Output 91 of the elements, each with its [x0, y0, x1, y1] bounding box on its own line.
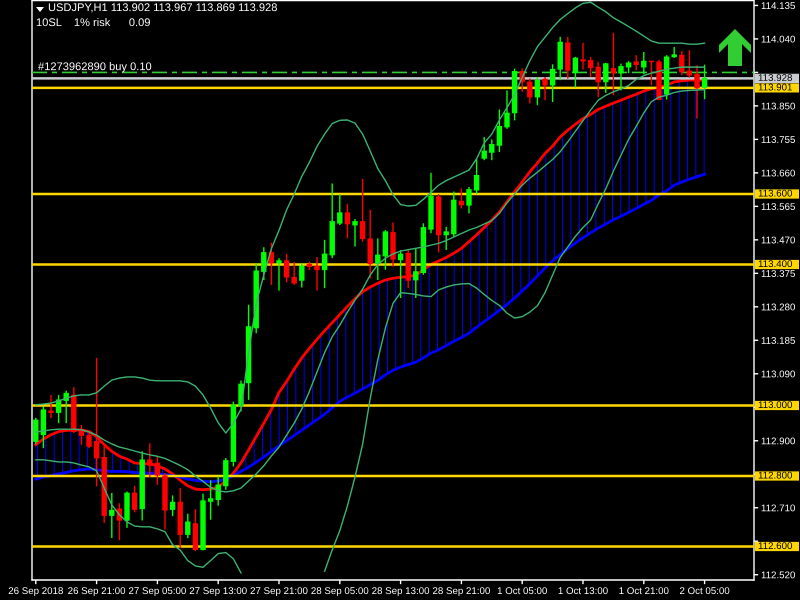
y-tick-label: 113.185: [762, 337, 795, 344]
candlestick: [94, 357, 100, 487]
candlestick: [588, 56, 594, 78]
line-series: [35, 2, 706, 434]
candlestick: [360, 178, 366, 242]
candlestick: [633, 54, 639, 71]
candlestick: [344, 203, 350, 240]
ref-line-label: 112.800: [758, 472, 792, 479]
candlestick: [610, 32, 616, 96]
y-tick-label: 113.470: [762, 236, 795, 244]
x-tick-label: 28 Sep 05:00: [311, 587, 368, 596]
ref-line-label: #1273962890 buy 0.10: [38, 62, 152, 72]
candlestick: [78, 424, 84, 446]
ref-line-label: 113.400: [758, 260, 792, 268]
candlestick: [595, 61, 601, 98]
y-tick-label: 112.710: [762, 504, 795, 512]
candlestick: [550, 64, 556, 103]
candlestick: [534, 76, 540, 106]
candlestick: [398, 249, 404, 299]
candlestick: [679, 50, 685, 76]
y-tick-label: 114.040: [762, 36, 795, 43]
candlestick: [352, 218, 358, 248]
candlestick: [527, 78, 533, 104]
candlestick: [375, 238, 381, 281]
x-tick-label: 28 Sep 13:00: [372, 587, 430, 596]
y-tick-label: 114.135: [762, 2, 795, 10]
candlestick: [154, 455, 160, 486]
x-tick-label: 27 Sep 05:00: [128, 587, 186, 596]
x-tick-label: 28 Sep 21:00: [432, 587, 490, 596]
candlestick: [489, 138, 495, 161]
candlestick: [86, 432, 92, 449]
candlestick: [132, 485, 138, 514]
annotation: 10SL 1% risk 0.09: [36, 18, 150, 26]
y-tick-label: 113.280: [762, 304, 795, 310]
y-tick-label: 113.660: [762, 170, 795, 176]
y-tick-label: 113.850: [762, 102, 795, 110]
candlestick: [147, 442, 153, 478]
x-tick-label: 27 Sep 13:00: [190, 587, 247, 596]
x-tick-label: 1 Oct 13:00: [558, 587, 608, 594]
candlestick: [337, 193, 343, 226]
candlestick: [284, 253, 290, 284]
y-tick-label: 113.090: [762, 370, 795, 378]
candlestick: [686, 50, 692, 78]
candlestick: [170, 494, 176, 517]
y-tick-label: 112.520: [762, 571, 795, 578]
ref-line-label: 113.000: [758, 401, 792, 408]
x-tick-label: 1 Oct 21:00: [619, 587, 669, 594]
candlestick: [496, 108, 502, 153]
x-tick-label: 2 Oct 05:00: [680, 587, 730, 594]
candlestick: [641, 51, 647, 75]
candlestick: [618, 62, 624, 92]
chart-title: USDJPY,H1 113.902 113.967 113.869 113.928: [48, 3, 277, 12]
candlestick: [109, 492, 115, 539]
candlestick: [208, 480, 214, 520]
candlestick: [580, 42, 586, 70]
candlestick: [314, 256, 320, 292]
candlestick: [215, 476, 221, 506]
candlestick: [458, 188, 464, 210]
candlestick: [261, 246, 267, 281]
candlestick: [504, 90, 510, 130]
candlestick: [33, 417, 39, 445]
candlestick: [626, 60, 632, 74]
candlestick: [474, 158, 480, 195]
y-tick-label: 113.565: [762, 203, 795, 210]
y-tick-label: 113.375: [762, 270, 795, 277]
candlestick: [603, 62, 609, 94]
candlestick: [276, 257, 282, 292]
x-tick-label: 27 Sep 21:00: [250, 587, 308, 596]
candlestick: [185, 513, 191, 539]
candlestick: [466, 186, 472, 214]
candlestick: [671, 46, 677, 59]
candlestick: [572, 56, 578, 88]
y-tick-label: 113.755: [762, 136, 795, 143]
ref-line-label: 113.928: [758, 74, 792, 82]
x-tick-label: 26 Sep 2018: [8, 587, 63, 596]
candlestick: [443, 226, 449, 251]
x-tick-label: 1 Oct 05:00: [498, 587, 547, 594]
candlestick: [413, 248, 419, 299]
candlestick: [322, 239, 328, 289]
candlestick: [702, 64, 708, 100]
ref-line-label: 113.901: [758, 84, 792, 91]
x-tick-label: 26 Sep 21:00: [68, 587, 126, 596]
candlestick: [291, 261, 297, 286]
candlestick: [48, 394, 54, 419]
candlestick: [481, 136, 487, 161]
candlestick: [542, 76, 548, 101]
y-tick-label: 112.900: [762, 438, 795, 444]
ref-line-label: 113.600: [758, 190, 792, 197]
candlestick: [299, 262, 305, 288]
candlestick: [56, 394, 62, 424]
ref-line-label: 112.600: [758, 542, 792, 550]
